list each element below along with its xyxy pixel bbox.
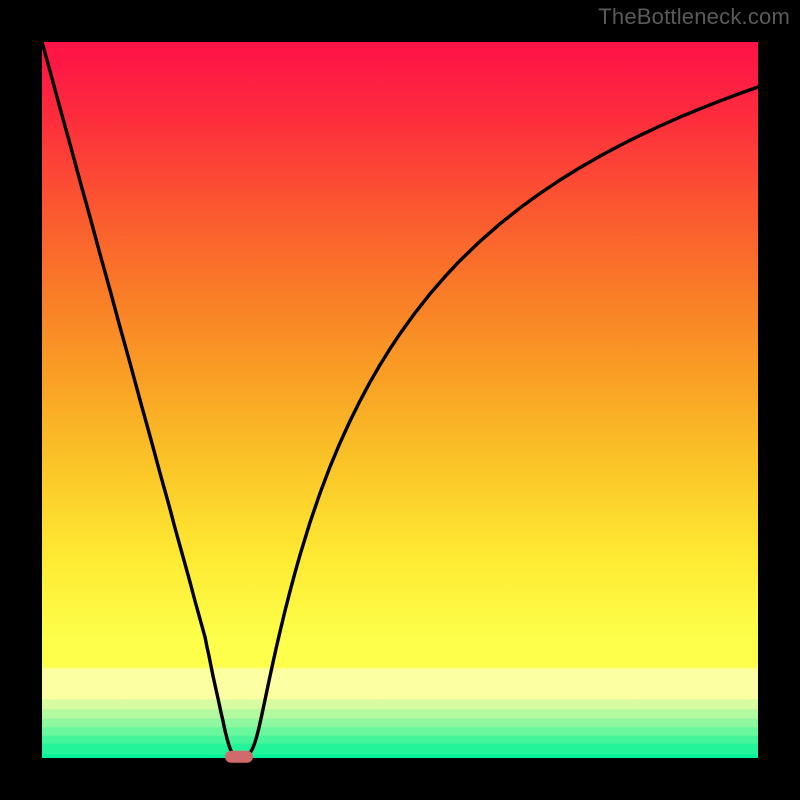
bottleneck-chart: TheBottleneck.com — [0, 0, 800, 800]
chart-svg — [0, 0, 800, 800]
chart-background — [42, 42, 758, 758]
watermark-text: TheBottleneck.com — [598, 4, 790, 30]
optimal-marker — [225, 751, 253, 763]
